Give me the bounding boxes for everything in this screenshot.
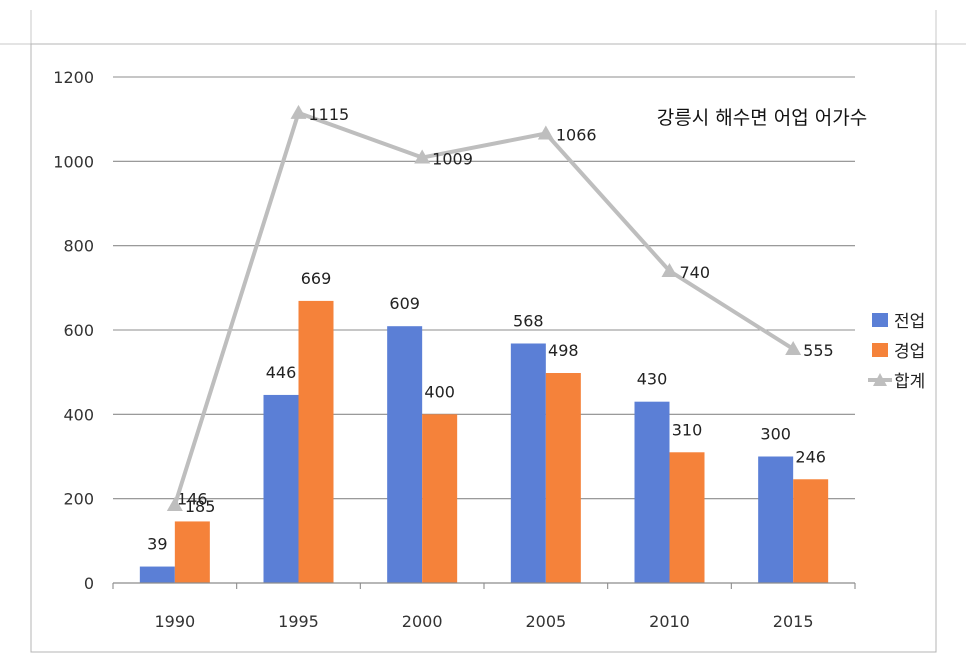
bar-series: [139, 300, 829, 583]
line-series: [166, 104, 802, 511]
bar-value-label: 446: [266, 363, 297, 382]
bar-value-label: 669: [301, 269, 332, 288]
gridlines: [112, 76, 856, 589]
bar: [634, 401, 670, 583]
x-tick-label: 2010: [649, 612, 690, 631]
line-value-label: 1115: [309, 105, 350, 124]
x-tick-label: 1990: [154, 612, 195, 631]
chart-title: 강릉시 해수면 어업 어가수: [657, 107, 867, 129]
bar: [793, 479, 829, 583]
bar: [758, 456, 794, 583]
bar: [387, 326, 423, 583]
y-tick-label: 800: [63, 237, 94, 256]
line-marker: [414, 149, 431, 164]
line-value-label: 740: [680, 263, 711, 282]
bar: [510, 343, 546, 583]
line-value-label: 185: [185, 497, 216, 516]
line-data-labels: 185 1115 1009 1066 740 555: [185, 105, 834, 516]
bar-value-label: 300: [760, 425, 791, 444]
line-marker: [661, 262, 678, 277]
legend-marker: [873, 373, 887, 386]
legend-swatch: [872, 313, 888, 327]
y-tick-label: 0: [84, 574, 94, 593]
bar-value-label: 430: [637, 370, 668, 389]
bar-value-label: 246: [795, 447, 826, 466]
bar: [174, 521, 210, 583]
bar-value-label: 609: [389, 294, 420, 313]
bar-value-label: 39: [147, 535, 167, 554]
y-tick-label: 400: [63, 405, 94, 424]
bar: [422, 414, 458, 583]
x-tick-label: 2015: [773, 612, 814, 631]
y-tick-label: 600: [63, 321, 94, 340]
bar: [139, 566, 175, 583]
bar-value-label: 498: [548, 341, 579, 360]
chart-border: [30, 43, 937, 653]
legend-label: 전업: [894, 312, 925, 332]
line-marker: [290, 104, 307, 119]
y-axis-tick-labels: 0 200 400 600 800 1000 1200: [53, 68, 94, 593]
bar-value-label: 310: [672, 420, 703, 439]
line-marker: [537, 125, 554, 140]
legend-label: 경업: [894, 342, 925, 362]
bar-data-labels: 39 446 609 568 430 300 146 669 400 498 310 246: [147, 269, 826, 554]
bar-value-label: 568: [513, 311, 544, 330]
y-tick-label: 200: [63, 490, 94, 509]
bar-value-label: 400: [424, 382, 455, 401]
x-tick-label: 2000: [402, 612, 443, 631]
y-tick-label: 1000: [53, 152, 94, 171]
bar: [669, 452, 705, 583]
legend-label: 합계: [894, 372, 925, 392]
line-marker: [166, 496, 183, 511]
x-tick-label: 1995: [278, 612, 319, 631]
x-tick-label: 2005: [525, 612, 566, 631]
bar-value-label: 146: [177, 489, 208, 508]
total-line: [172, 110, 795, 506]
bar: [263, 394, 299, 583]
line-value-label: 1009: [432, 150, 473, 169]
bar: [545, 373, 581, 583]
y-tick-label: 1200: [53, 68, 94, 87]
legend-swatch: [872, 343, 888, 357]
x-axis-tick-labels: 1990 1995 2000 2005 2010 2015: [154, 612, 813, 631]
line-value-label: 555: [803, 341, 834, 360]
bar: [298, 300, 334, 583]
line-value-label: 1066: [556, 126, 597, 145]
line-marker: [785, 340, 802, 355]
